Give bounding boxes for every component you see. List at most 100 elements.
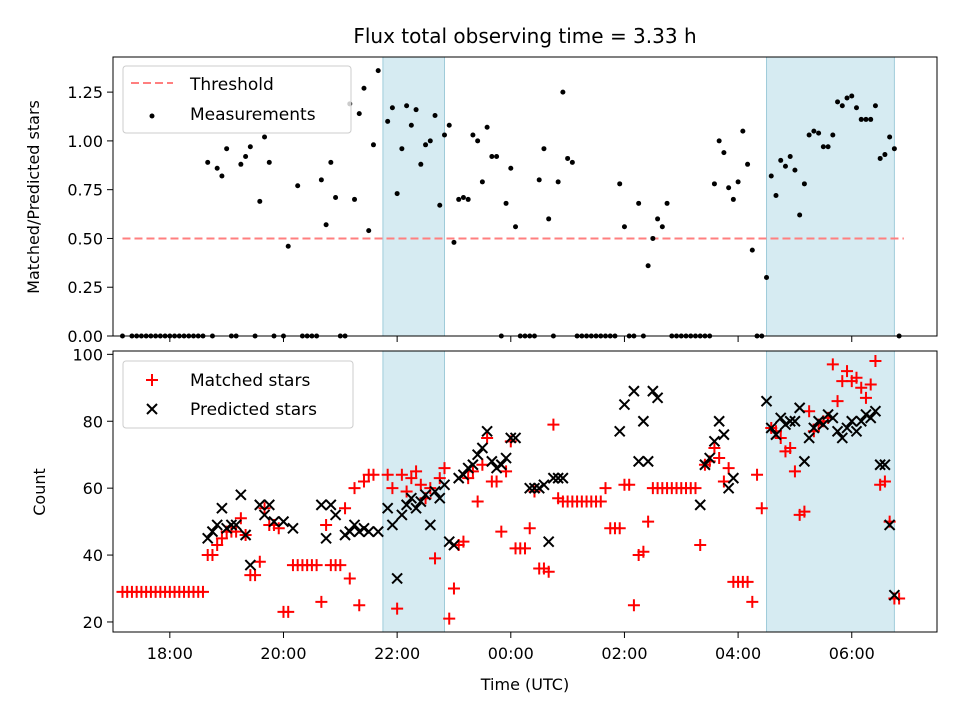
predicted-star-point (542, 535, 555, 548)
measurement-point (214, 165, 220, 171)
measurement-point (735, 179, 741, 185)
measurement-point (441, 132, 447, 138)
top-legend: Threshold Measurements (122, 65, 352, 134)
predicted-star-point (552, 472, 564, 484)
measurement-point (565, 155, 571, 161)
predicted-star-point (632, 455, 645, 468)
matched-star-point (788, 465, 801, 478)
predicted-star-point (642, 455, 654, 468)
matched-star-point (438, 462, 451, 475)
measurement-point (711, 181, 717, 187)
measurement-point (446, 122, 452, 128)
predicted-star-point (415, 495, 427, 508)
predicted-star-point (528, 482, 541, 494)
predicted-legend-label: Predicted stars (190, 400, 317, 420)
predicted-star-point (855, 415, 867, 427)
measurement-point (655, 216, 661, 222)
predicted-star-point (254, 499, 266, 511)
measurement-point (569, 159, 575, 165)
bottom-axes-frame (112, 350, 938, 633)
predicted-star-point (509, 432, 522, 444)
predicted-star-point (239, 529, 252, 541)
matched-star-point (391, 602, 404, 615)
matched-star-point (642, 515, 655, 528)
matched-star-point (249, 569, 262, 582)
bottom-x-ticks: 18:00 20:00 22:00 00:00 02:00 04:00 06:00 (147, 632, 875, 663)
measurement-point (863, 116, 869, 122)
predicted-star-point (836, 432, 848, 444)
measurement-point (328, 159, 334, 165)
matched-star-point (234, 512, 247, 525)
measurement-point (475, 138, 481, 144)
measurement-point (456, 196, 462, 202)
predicted-star-point (727, 472, 740, 484)
bottom-y-ticks: 20 40 60 80 100 (72, 345, 113, 632)
predicted-star-point (244, 559, 257, 571)
matched-star-point (320, 518, 333, 531)
measurement-point (432, 113, 438, 119)
matched-star-point (864, 378, 877, 391)
matched-star-point (367, 468, 380, 481)
measurements-legend-label: Measurements (190, 105, 316, 125)
measurement-point (745, 161, 751, 167)
measurement-point (645, 263, 651, 269)
predicted-star-point (874, 459, 886, 471)
matched-legend-marker (146, 374, 158, 386)
measurement-point (465, 196, 471, 202)
predicted-star-point (400, 499, 413, 511)
predicted-star-point (505, 432, 517, 444)
predicted-star-point (722, 482, 735, 494)
matched-star-point (315, 595, 328, 608)
matched-star-point (717, 475, 730, 488)
matched-star-point (722, 462, 735, 475)
measurement-point (508, 165, 514, 171)
measurement-point (650, 235, 656, 241)
matched-star-point (694, 539, 707, 552)
measurement-point (366, 228, 372, 234)
matched-star-point (519, 542, 531, 555)
matched-star-point (495, 525, 508, 538)
measurement-point (730, 196, 736, 202)
measurement-point (470, 132, 476, 138)
predicted-star-point (864, 412, 877, 424)
matched-star-point (741, 575, 754, 588)
observing-interval-shade (766, 56, 895, 337)
y-tick-label: 60 (83, 479, 103, 498)
matched-star-point (400, 485, 413, 498)
matched-star-point (826, 358, 839, 371)
measurement-point (887, 134, 893, 140)
predicted-star-point (429, 485, 441, 498)
measurement-point (370, 142, 376, 148)
matched-star-point (831, 395, 844, 408)
matched-star-point (850, 371, 863, 384)
predicted-star-point (628, 385, 640, 397)
matched-star-point (500, 465, 513, 478)
measurement-point (778, 157, 784, 163)
matched-star-point (211, 539, 224, 552)
measurement-point (427, 138, 433, 144)
measurement-point (205, 159, 211, 165)
measurement-point (356, 111, 362, 117)
measurement-point (749, 247, 755, 253)
predicted-star-point (230, 519, 242, 531)
predicted-star-point (793, 402, 806, 414)
predicted-star-point (883, 519, 896, 531)
measurement-point (536, 177, 542, 183)
predicted-star-point (831, 425, 844, 437)
predicted-star-point (277, 515, 290, 528)
predicted-star-point (325, 499, 337, 511)
matched-star-point (206, 549, 219, 562)
measurement-point (816, 130, 822, 136)
y-tick-label: 20 (83, 613, 103, 632)
matched-star-point (784, 442, 797, 455)
predicted-star-point (438, 479, 451, 491)
matched-star-point (414, 478, 427, 491)
matched-star-point (481, 431, 494, 444)
matched-star-point (751, 468, 764, 481)
predicted-star-point (235, 489, 247, 501)
measurement-point (801, 181, 807, 187)
matched-star-point (339, 502, 352, 515)
bottom-y-axis-label: Count (30, 468, 49, 516)
matched-star-point (490, 475, 503, 488)
